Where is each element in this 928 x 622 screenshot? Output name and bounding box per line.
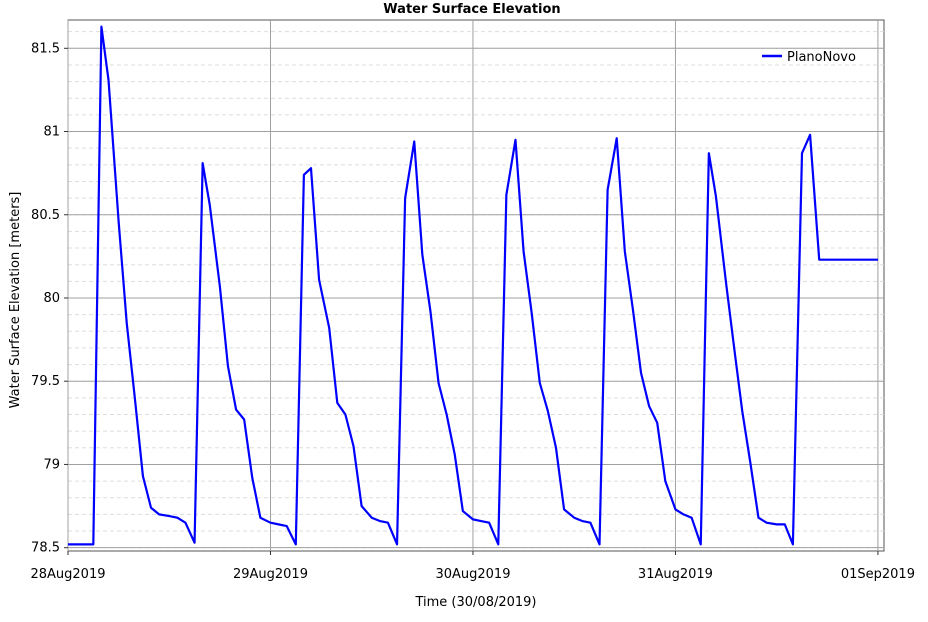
x-tick-label: 31Aug2019 bbox=[638, 567, 713, 582]
chart-title: Water Surface Elevation bbox=[383, 2, 560, 17]
y-tick-label: 80 bbox=[43, 291, 60, 306]
y-tick-label: 81.5 bbox=[31, 41, 60, 56]
minor-gridlines bbox=[68, 31, 884, 549]
x-tick-label: 28Aug2019 bbox=[30, 567, 105, 582]
x-axis-label: Time (30/08/2019) bbox=[414, 595, 536, 610]
major-gridlines bbox=[67, 20, 884, 551]
x-axis-ticks: 28Aug2019 29Aug2019 30Aug2019 31Aug2019 01Se… bbox=[30, 551, 915, 582]
y-tick-label: 79 bbox=[43, 457, 60, 472]
legend-label: PlanoNovo bbox=[787, 50, 856, 65]
legend: PlanoNovo bbox=[762, 50, 856, 65]
y-axis-ticks: 78.5 79 79.5 80 80.5 81 81.5 bbox=[31, 41, 68, 556]
plot-area: 28Aug2019 29Aug2019 30Aug2019 31Aug2019 01Se… bbox=[30, 19, 915, 582]
x-tick-label: 29Aug2019 bbox=[233, 567, 308, 582]
x-tick-label: 30Aug2019 bbox=[435, 567, 510, 582]
plot-frame bbox=[67, 19, 885, 552]
series-line-planonovo bbox=[68, 25, 878, 546]
y-tick-label: 80.5 bbox=[31, 208, 60, 223]
y-tick-label: 79.5 bbox=[31, 374, 60, 389]
y-tick-label: 78.5 bbox=[31, 541, 60, 556]
y-tick-label: 81 bbox=[43, 125, 60, 140]
x-tick-label: 01Sep2019 bbox=[841, 567, 915, 582]
y-axis-label: Water Surface Elevation [meters] bbox=[8, 192, 23, 409]
series-group bbox=[68, 25, 878, 546]
